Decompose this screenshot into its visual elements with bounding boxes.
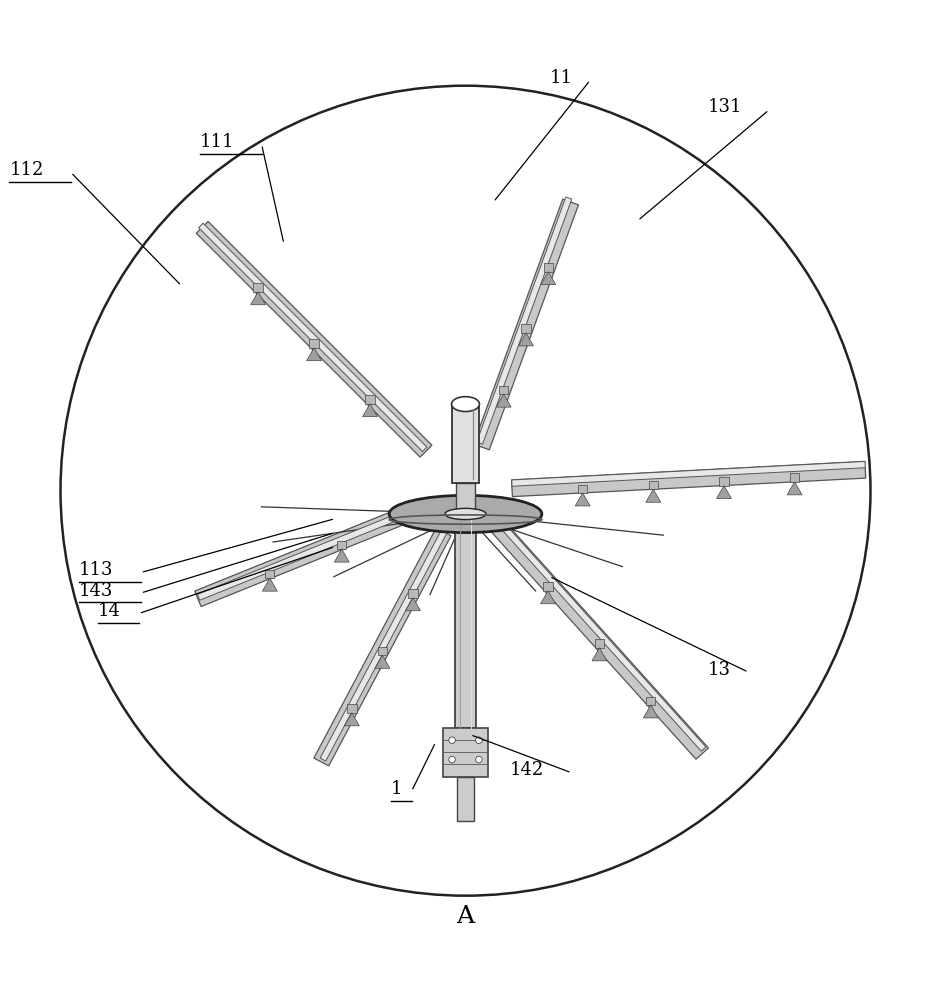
Polygon shape xyxy=(250,292,265,305)
Polygon shape xyxy=(337,541,346,549)
Polygon shape xyxy=(263,578,277,591)
Text: 143: 143 xyxy=(79,582,114,600)
Text: 131: 131 xyxy=(708,98,742,116)
Polygon shape xyxy=(575,493,590,506)
Polygon shape xyxy=(362,404,377,417)
FancyBboxPatch shape xyxy=(456,483,475,509)
Polygon shape xyxy=(499,386,508,394)
Polygon shape xyxy=(477,197,572,444)
Polygon shape xyxy=(512,461,865,486)
Polygon shape xyxy=(649,481,658,489)
Polygon shape xyxy=(306,348,321,361)
Polygon shape xyxy=(495,519,706,751)
Polygon shape xyxy=(788,482,803,495)
Polygon shape xyxy=(595,639,604,648)
Polygon shape xyxy=(496,394,511,407)
Polygon shape xyxy=(334,549,349,562)
Polygon shape xyxy=(592,648,607,661)
Ellipse shape xyxy=(445,508,486,520)
Polygon shape xyxy=(320,528,448,761)
Polygon shape xyxy=(314,528,451,766)
Polygon shape xyxy=(646,697,655,705)
Polygon shape xyxy=(457,777,474,821)
Polygon shape xyxy=(541,591,556,604)
Polygon shape xyxy=(790,473,800,482)
Polygon shape xyxy=(196,221,432,457)
Polygon shape xyxy=(511,461,866,497)
Text: 14: 14 xyxy=(98,602,121,620)
Polygon shape xyxy=(578,485,587,493)
Ellipse shape xyxy=(452,397,479,412)
Polygon shape xyxy=(347,704,357,713)
Circle shape xyxy=(449,756,455,763)
Polygon shape xyxy=(253,283,263,292)
Polygon shape xyxy=(519,333,533,346)
Polygon shape xyxy=(544,582,553,591)
Text: 1: 1 xyxy=(391,780,402,798)
Polygon shape xyxy=(378,647,387,655)
Polygon shape xyxy=(265,570,275,578)
Text: 142: 142 xyxy=(510,761,545,779)
Circle shape xyxy=(476,756,482,763)
Polygon shape xyxy=(198,223,427,451)
Polygon shape xyxy=(443,728,488,777)
Polygon shape xyxy=(195,504,417,607)
Polygon shape xyxy=(406,598,421,611)
Polygon shape xyxy=(646,489,661,502)
FancyBboxPatch shape xyxy=(452,404,479,483)
Polygon shape xyxy=(643,705,658,718)
Text: 111: 111 xyxy=(200,133,235,151)
Text: 113: 113 xyxy=(79,561,114,579)
Polygon shape xyxy=(344,713,359,726)
Polygon shape xyxy=(491,520,708,759)
Polygon shape xyxy=(375,655,390,668)
Polygon shape xyxy=(409,589,418,598)
Polygon shape xyxy=(544,263,553,272)
Polygon shape xyxy=(455,520,476,728)
Text: 11: 11 xyxy=(549,69,573,87)
Circle shape xyxy=(449,737,455,743)
Polygon shape xyxy=(521,324,531,333)
Polygon shape xyxy=(720,477,729,486)
Polygon shape xyxy=(717,486,732,499)
Text: 112: 112 xyxy=(9,161,44,179)
Text: 13: 13 xyxy=(708,661,731,679)
Polygon shape xyxy=(541,272,556,285)
Polygon shape xyxy=(365,395,374,404)
Circle shape xyxy=(476,737,482,743)
Polygon shape xyxy=(309,339,318,348)
Ellipse shape xyxy=(389,495,542,533)
Text: A: A xyxy=(456,905,475,928)
Polygon shape xyxy=(474,199,578,450)
Polygon shape xyxy=(197,507,415,600)
